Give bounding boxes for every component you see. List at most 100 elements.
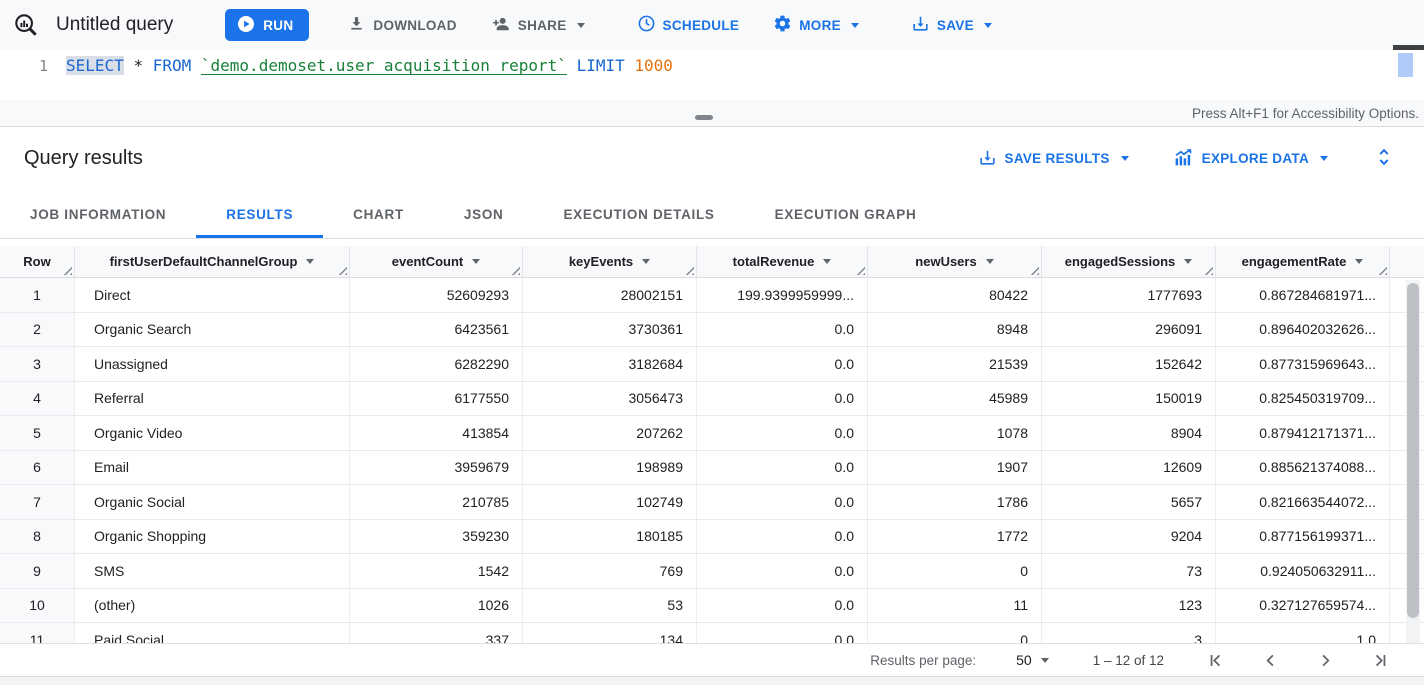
cell-firstUserDefaultChannelGroup: Direct: [75, 278, 350, 312]
previous-page-button[interactable]: [1261, 651, 1280, 670]
tab-execution-graph[interactable]: EXECUTION GRAPH: [774, 206, 917, 222]
tab-job-information[interactable]: JOB INFORMATION: [30, 206, 167, 222]
sql-line[interactable]: SELECT * FROM `demo.demoset.user_acquisi…: [66, 55, 673, 77]
unfold-panel-icon[interactable]: [1372, 144, 1396, 173]
column-resize-handle[interactable]: [338, 266, 347, 275]
column-header-firstUserDefaultChannelGroup[interactable]: firstUserDefaultChannelGroup: [75, 246, 350, 277]
table-header-row: Row firstUserDefaultChannelGroup eventCou…: [0, 246, 1424, 278]
tab-chart[interactable]: CHART: [353, 206, 404, 222]
column-header-newUsers[interactable]: newUsers: [868, 246, 1042, 277]
page-size-select[interactable]: 50: [1016, 652, 1049, 668]
cell-engagementRate: 0.924050632911...: [1216, 554, 1390, 588]
table-row: 5 Organic Video 413854 207262 0.0 1078 8904 0.8…: [0, 416, 1424, 451]
cell-firstUserDefaultChannelGroup: SMS: [75, 554, 350, 588]
tab-json[interactable]: JSON: [463, 206, 504, 222]
column-resize-handle[interactable]: [856, 266, 865, 275]
save-results-download-icon: [978, 148, 997, 170]
cell-engagementRate: 0.896402032626...: [1216, 312, 1390, 346]
column-header-engagedSessions[interactable]: engagedSessions: [1042, 246, 1216, 277]
cell-firstUserDefaultChannelGroup: Unassigned: [75, 347, 350, 381]
editor-scrollbar-thumb[interactable]: [1398, 53, 1413, 77]
save-results-button[interactable]: SAVE RESULTS: [978, 148, 1129, 170]
schedule-button[interactable]: SCHEDULE: [631, 7, 746, 43]
run-button[interactable]: RUN: [225, 9, 310, 41]
table-scrollbar-thumb[interactable]: [1407, 283, 1419, 618]
explore-data-button[interactable]: EXPLORE DATA: [1173, 147, 1328, 171]
sort-caret-icon[interactable]: [985, 259, 994, 264]
column-resize-handle[interactable]: [685, 266, 694, 275]
cell-totalRevenue: 0.0: [697, 450, 868, 484]
sort-caret-icon[interactable]: [823, 259, 832, 264]
horizontal-scrollbar-track[interactable]: [0, 676, 1424, 685]
cell-firstUserDefaultChannelGroup: (other): [75, 588, 350, 622]
column-label: engagedSessions: [1064, 254, 1176, 269]
column-header-keyEvents[interactable]: keyEvents: [523, 246, 697, 277]
cell-eventCount: 337: [350, 623, 523, 643]
editor-overview-marker: [1393, 45, 1424, 50]
cell-engagedSessions: 5657: [1042, 485, 1216, 519]
download-button[interactable]: DOWNLOAD: [341, 7, 462, 43]
sql-token: [567, 56, 577, 75]
column-resize-handle[interactable]: [511, 266, 520, 275]
table-row: 4 Referral 6177550 3056473 0.0 45989 150019 0.8…: [0, 381, 1424, 416]
sql-token: FROM: [152, 56, 192, 75]
sql-editor[interactable]: 1 SELECT * FROM `demo.demoset.user_acqui…: [0, 45, 1424, 100]
sort-caret-icon[interactable]: [1184, 259, 1193, 264]
cell-firstUserDefaultChannelGroup: Referral: [75, 381, 350, 415]
cell-newUsers: 1907: [868, 450, 1042, 484]
last-page-button[interactable]: [1371, 651, 1390, 670]
table-scrollbar-track[interactable]: [1406, 280, 1420, 643]
cell-eventCount: 359230: [350, 519, 523, 553]
cell-totalRevenue: 0.0: [697, 554, 868, 588]
tab-execution-details[interactable]: EXECUTION DETAILS: [563, 206, 715, 222]
tab-results[interactable]: RESULTS: [196, 190, 324, 238]
cell-newUsers: 45989: [868, 381, 1042, 415]
more-button[interactable]: MORE: [767, 7, 865, 43]
cell-newUsers: 8948: [868, 312, 1042, 346]
results-pagination-bar: Results per page: 50 1 – 12 of 12: [0, 643, 1424, 676]
cell-eventCount: 6177550: [350, 381, 523, 415]
cell-totalRevenue: 0.0: [697, 347, 868, 381]
column-header-eventCount[interactable]: eventCount: [350, 246, 523, 277]
page-range-label: 1 – 12 of 12: [1092, 652, 1164, 668]
column-label: totalRevenue: [732, 254, 815, 269]
column-header-totalRevenue[interactable]: totalRevenue: [697, 246, 868, 277]
cell-keyEvents: 207262: [523, 416, 697, 450]
sort-caret-icon[interactable]: [1355, 259, 1364, 264]
sort-caret-icon[interactable]: [472, 259, 481, 264]
chevron-down-icon: [1120, 156, 1129, 161]
sort-caret-icon[interactable]: [306, 259, 315, 264]
cell-engagementRate: 0.877315969643...: [1216, 347, 1390, 381]
sort-caret-icon[interactable]: [642, 259, 651, 264]
cell-engagementRate: 0.877156199371...: [1216, 519, 1390, 553]
cell-newUsers: 1786: [868, 485, 1042, 519]
splitter-drag-handle[interactable]: [695, 115, 713, 120]
query-title: Untitled query: [56, 14, 174, 35]
cell-engagedSessions: 3: [1042, 623, 1216, 643]
cell-eventCount: 1542: [350, 554, 523, 588]
column-header-engagementRate[interactable]: engagementRate: [1216, 246, 1390, 277]
save-button[interactable]: SAVE: [905, 7, 998, 43]
person-add-icon: [491, 14, 511, 37]
clock-icon: [637, 14, 656, 36]
chevron-down-icon: [983, 22, 992, 28]
row-number: 8: [0, 519, 75, 553]
cell-engagementRate: 0.825450319709...: [1216, 381, 1390, 415]
row-number: 1: [0, 278, 75, 312]
share-button[interactable]: SHARE: [485, 7, 591, 43]
next-page-button[interactable]: [1316, 651, 1335, 670]
results-tabs: JOB INFORMATION RESULTS CHART JSON EXECUTION…: [0, 190, 1424, 239]
sql-token: 1000: [634, 56, 673, 75]
column-resize-handle[interactable]: [1204, 266, 1213, 275]
cell-eventCount: 1026: [350, 588, 523, 622]
first-page-button[interactable]: [1206, 651, 1225, 670]
column-header-row[interactable]: Row: [0, 246, 75, 277]
table-body: 1 Direct 52609293 28002151 199.9399959999...…: [0, 278, 1424, 643]
gear-icon: [773, 14, 792, 36]
table-row: 9 SMS 1542 769 0.0 0 73 0.924050632911...: [0, 554, 1424, 589]
column-resize-handle[interactable]: [1030, 266, 1039, 275]
column-resize-handle[interactable]: [63, 266, 72, 275]
sql-token: [124, 56, 134, 75]
cell-keyEvents: 3730361: [523, 312, 697, 346]
column-resize-handle[interactable]: [1378, 266, 1387, 275]
